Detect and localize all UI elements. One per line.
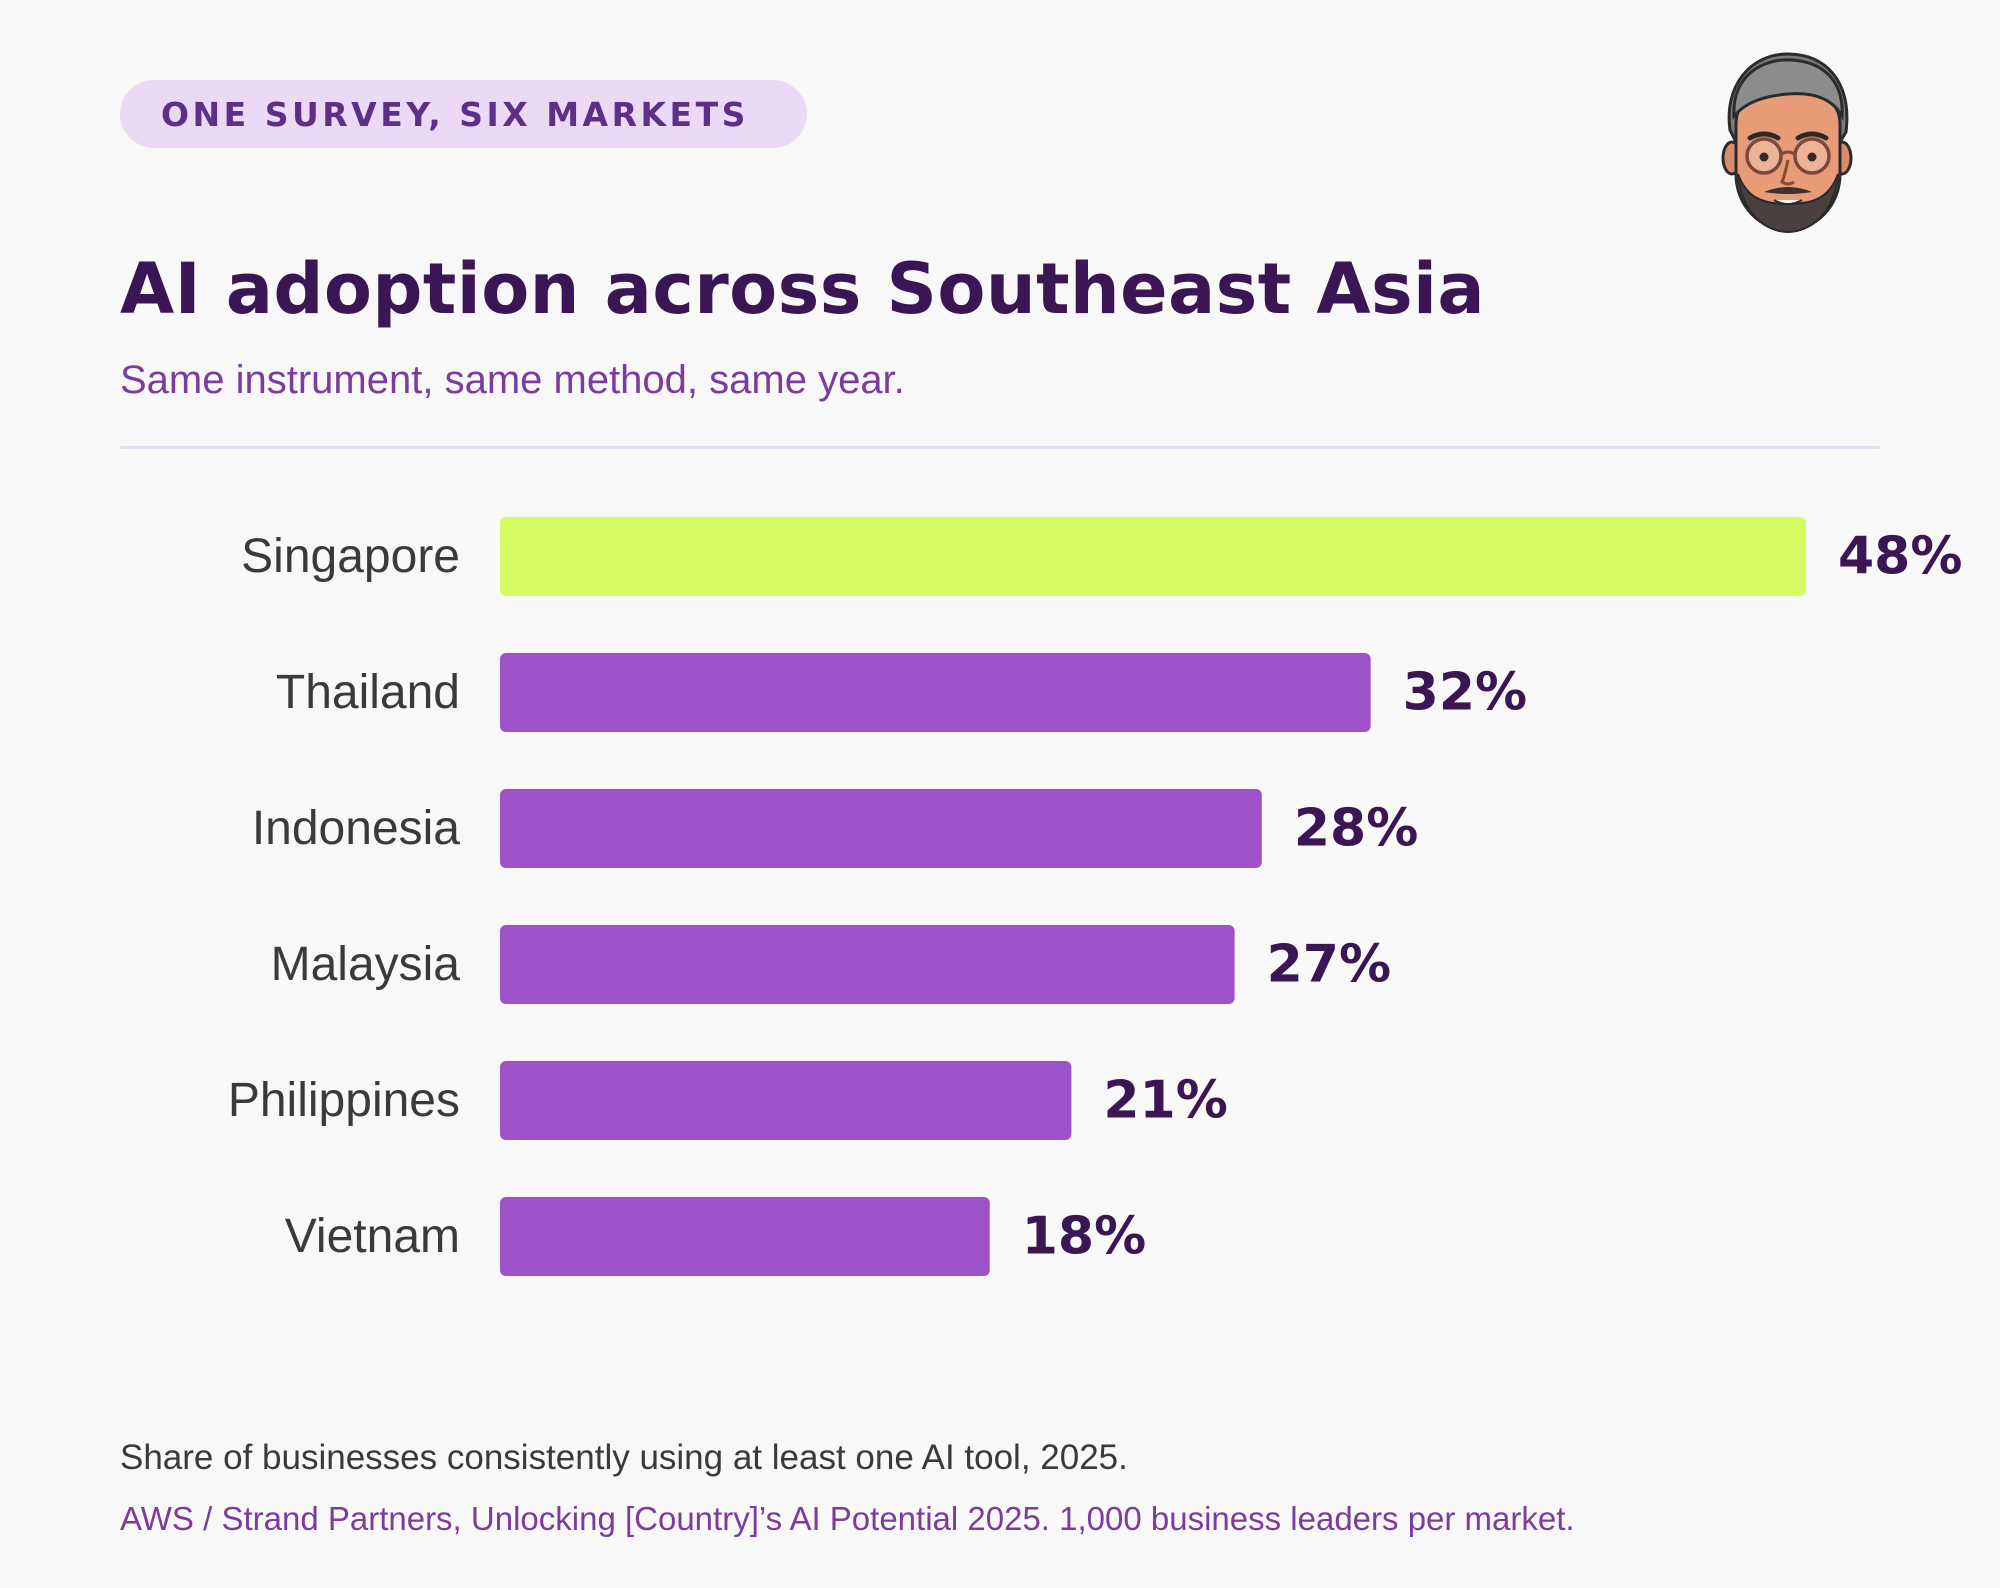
category-label: Thailand [276,666,460,719]
badge-label: ONE SURVEY, SIX MARKETS [161,94,749,134]
value-label: 48% [1838,527,1962,587]
bar-thailand [500,653,1371,732]
value-label: 28% [1294,799,1418,859]
badge-pill: ONE SURVEY, SIX MARKETS [120,80,807,148]
chart-subtitle: Same instrument, same method, same year. [120,358,905,402]
category-label: Malaysia [271,938,461,991]
chart-title: AI adoption across Southeast Asia [120,248,1486,330]
divider [120,446,1880,449]
category-label: Vietnam [285,1210,460,1263]
bar-vietnam [500,1197,990,1276]
bar-indonesia [500,789,1262,868]
bar-malaysia [500,925,1235,1004]
value-label: 21% [1103,1071,1227,1131]
bar-singapore [500,517,1806,596]
category-label: Singapore [241,530,460,583]
chart-note: Share of businesses consistently using a… [120,1438,1128,1477]
category-label: Philippines [228,1074,460,1127]
chart-source: AWS / Strand Partners, Unlocking [Countr… [120,1500,1575,1537]
category-label: Indonesia [252,802,460,855]
value-label: 32% [1403,663,1527,723]
value-label: 27% [1267,935,1391,995]
avatar-icon [1721,52,1853,234]
bar-philippines [500,1061,1072,1140]
value-label: 18% [1022,1207,1146,1267]
